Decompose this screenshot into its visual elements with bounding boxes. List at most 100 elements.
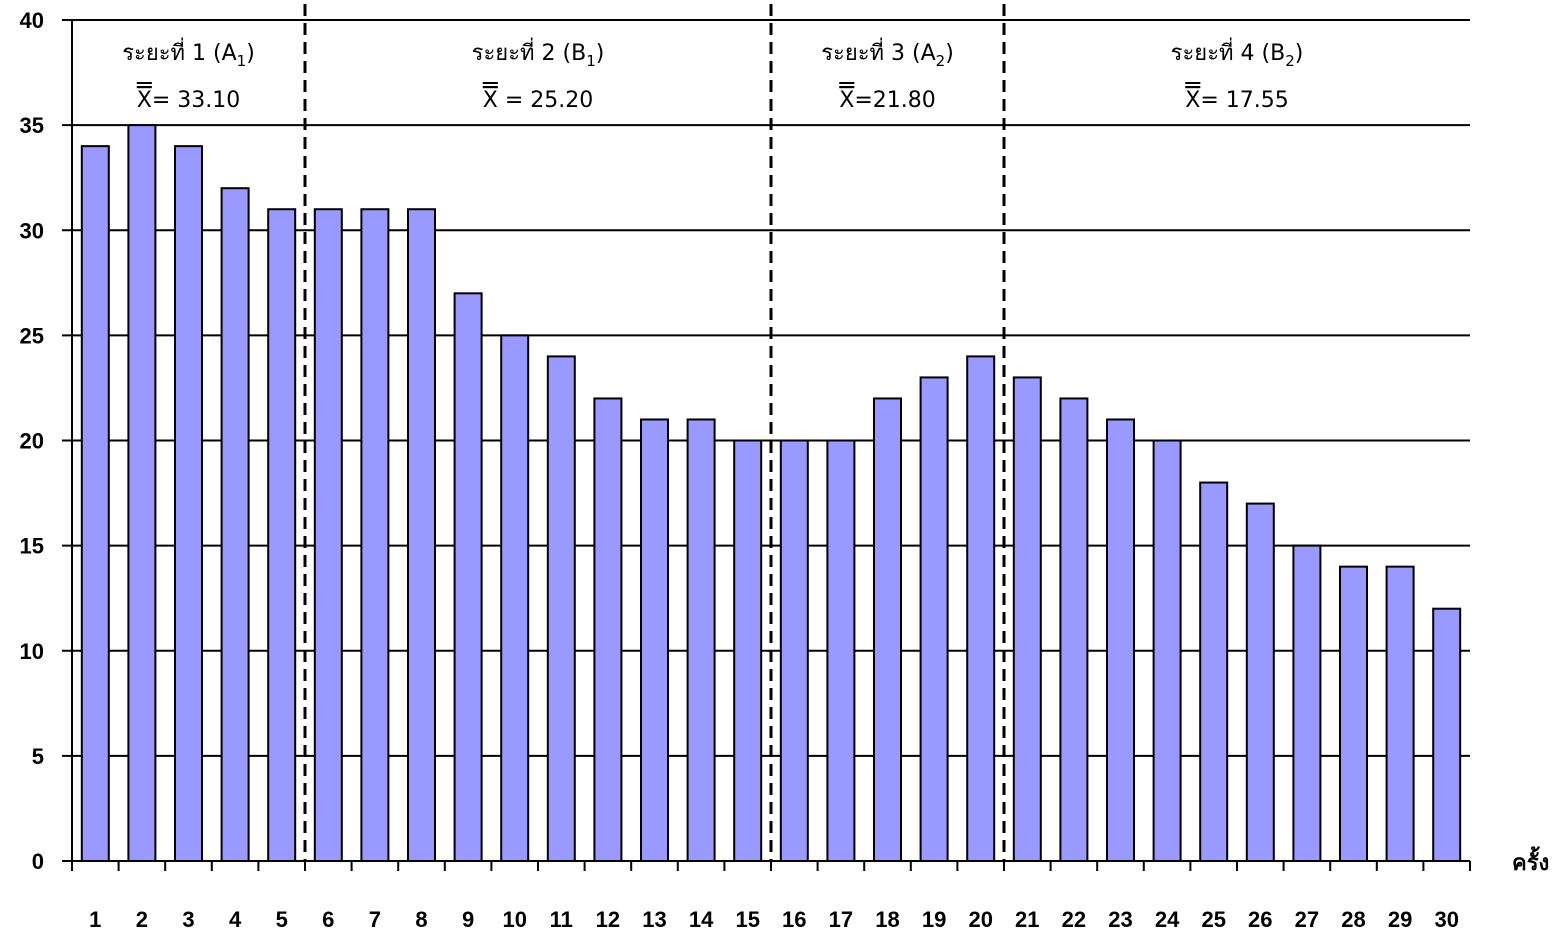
x-tick-label: 17 (829, 907, 853, 932)
x-tick-label: 24 (1155, 907, 1180, 932)
bar (873, 397, 902, 862)
bar (593, 397, 623, 862)
x-tick-label: 15 (735, 907, 759, 932)
phase-label: ระยะที่ 1 (A1)X= 33.10 (122, 37, 255, 113)
bar (1339, 565, 1368, 863)
x-tick-label: 16 (782, 907, 806, 932)
phase-prefix: ระยะที่ 2 (B (472, 37, 587, 66)
phase-dividers (303, 4, 1006, 861)
x-tick-label: 20 (968, 907, 992, 932)
x-tick-label: 26 (1248, 907, 1272, 932)
y-tick-label: 40 (20, 8, 44, 33)
x-tick-label: 11 (550, 907, 573, 932)
y-tick-label: 35 (20, 113, 44, 138)
phase-title: ระยะที่ 4 (B2) (1171, 37, 1304, 70)
x-tick-label: 7 (369, 907, 381, 932)
bar (80, 145, 110, 862)
bar (686, 418, 716, 862)
bar (127, 124, 157, 862)
x-tick-label: 18 (875, 907, 899, 932)
bar (1385, 565, 1415, 863)
y-tick-label: 10 (20, 639, 44, 664)
y-tick-label: 0 (32, 849, 44, 874)
bar (500, 334, 530, 862)
bar (1152, 439, 1182, 862)
bar (453, 292, 483, 862)
x-tick-label: 1 (89, 907, 101, 932)
bar (1012, 376, 1042, 862)
phase-subscript: 1 (586, 52, 596, 70)
y-tick-label: 5 (32, 744, 44, 769)
phase-suffix: ) (1295, 41, 1304, 66)
bar (313, 208, 343, 863)
x-tick-label: 9 (462, 907, 474, 932)
bar (220, 187, 250, 862)
bar (733, 439, 763, 862)
phase-mean: X= 33.10 (137, 88, 241, 113)
x-tick-label: 8 (415, 907, 427, 932)
phase-mean: X=21.80 (839, 88, 936, 113)
bar (1106, 418, 1135, 862)
mean-symbol: X (1185, 88, 1200, 113)
x-tick-label: 2 (136, 907, 148, 932)
mean-value: = 17.55 (1200, 88, 1288, 113)
bar (360, 208, 390, 863)
bar (1432, 607, 1462, 863)
x-tick-label: 12 (596, 907, 620, 932)
x-tick-label: 14 (689, 907, 714, 932)
phase-subscript: 2 (1285, 52, 1295, 70)
x-tick-label: 5 (276, 907, 288, 932)
y-tick-label: 20 (20, 429, 44, 454)
x-axis-label: ครั้ง (1512, 846, 1549, 876)
y-tick-label: 30 (20, 218, 44, 243)
bar (1292, 544, 1322, 862)
x-tick-label: 21 (1015, 907, 1039, 932)
phase-title: ระยะที่ 3 (A2) (821, 37, 954, 70)
x-tick-label: 19 (922, 907, 946, 932)
bar (640, 418, 669, 862)
phase-prefix: ระยะที่ 1 (A (122, 37, 236, 66)
bar (1199, 481, 1229, 862)
phase-subscript: 1 (237, 52, 247, 70)
x-tick-label: 23 (1108, 907, 1132, 932)
phase-suffix: ) (596, 41, 605, 66)
x-tick-label: 30 (1434, 907, 1458, 932)
bar (407, 208, 436, 863)
mean-value: = 25.20 (498, 88, 593, 113)
x-tick-label: 22 (1062, 907, 1086, 932)
bar (919, 376, 949, 862)
x-tick-label: 25 (1201, 907, 1225, 932)
phase-suffix: ) (246, 41, 255, 66)
x-tick-label: 13 (642, 907, 666, 932)
x-tick-label: 4 (229, 907, 242, 932)
phase-label: ระยะที่ 3 (A2) X=21.80 (821, 37, 954, 113)
bar (966, 355, 996, 862)
x-tick-label: 6 (322, 907, 334, 932)
phase-label: ระยะที่ 2 (B1)X = 25.20 (472, 37, 605, 113)
phase-prefix: ระยะที่ 4 (B (1171, 37, 1286, 66)
mean-symbol: X (137, 88, 152, 113)
bar (826, 439, 856, 862)
bar (779, 439, 809, 862)
y-tick-label: 25 (20, 323, 44, 348)
phase-mean: X= 17.55 (1185, 88, 1289, 113)
phase-title: ระยะที่ 2 (B1) (472, 37, 605, 70)
phase-suffix: ) (945, 41, 954, 66)
bar (174, 145, 203, 862)
bar (1245, 502, 1275, 862)
bar (546, 355, 576, 862)
bar (1059, 397, 1089, 862)
x-tick-label: 28 (1341, 907, 1365, 932)
mean-symbol: X (839, 88, 854, 113)
x-tick-label: 10 (502, 907, 526, 932)
mean-value: = 33.10 (152, 88, 240, 113)
x-tick-label: 3 (182, 907, 194, 932)
mean-value: =21.80 (854, 88, 935, 113)
x-tick-label: 27 (1295, 907, 1319, 932)
x-tick-label: 29 (1388, 907, 1412, 932)
bar (267, 208, 297, 863)
phase-label: ระยะที่ 4 (B2)X= 17.55 (1171, 37, 1304, 113)
